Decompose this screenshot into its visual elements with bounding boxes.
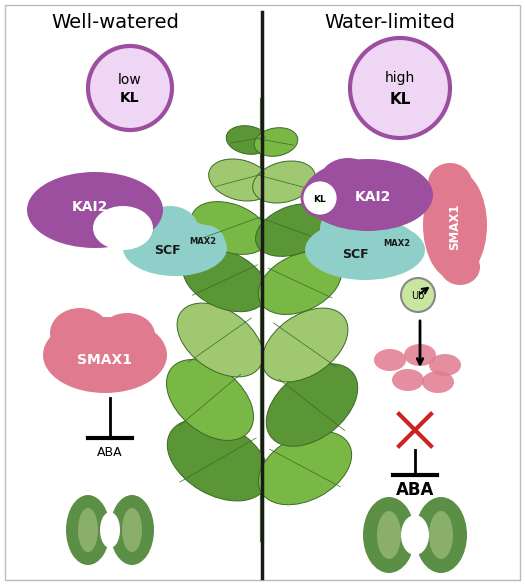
Text: KL: KL [313,194,327,204]
Ellipse shape [423,170,487,280]
Ellipse shape [320,158,376,202]
Text: ABA: ABA [97,446,123,459]
Ellipse shape [122,508,142,552]
Text: high: high [385,71,415,85]
Text: KAI2: KAI2 [355,190,391,204]
Ellipse shape [350,38,450,138]
Text: Ub: Ub [411,291,425,301]
Ellipse shape [253,161,316,203]
Text: KAI2: KAI2 [72,200,108,214]
Ellipse shape [266,364,358,446]
Ellipse shape [371,224,415,260]
Ellipse shape [177,303,263,377]
Ellipse shape [254,128,298,156]
Text: KL: KL [120,91,140,105]
Ellipse shape [404,344,436,366]
Ellipse shape [99,313,155,357]
Ellipse shape [440,249,480,285]
Text: SMAX1: SMAX1 [78,353,132,367]
Ellipse shape [303,159,433,231]
Ellipse shape [422,371,454,393]
Text: MAX2: MAX2 [190,238,216,246]
Text: Well-watered: Well-watered [51,12,179,32]
Ellipse shape [93,206,153,250]
Ellipse shape [377,511,401,559]
Text: Water-limited: Water-limited [324,12,456,32]
Ellipse shape [392,369,424,391]
Text: SMAX1: SMAX1 [448,204,461,250]
Ellipse shape [100,512,120,548]
Ellipse shape [302,180,338,216]
Ellipse shape [185,225,225,261]
Ellipse shape [78,508,98,552]
Ellipse shape [401,278,435,312]
Ellipse shape [43,317,167,393]
Ellipse shape [208,159,271,201]
Ellipse shape [401,515,429,555]
Ellipse shape [320,206,380,250]
Ellipse shape [110,495,154,565]
Ellipse shape [429,511,453,559]
Ellipse shape [226,126,270,154]
Ellipse shape [142,206,198,250]
Ellipse shape [183,248,267,312]
Ellipse shape [374,349,406,371]
Ellipse shape [123,220,227,276]
Ellipse shape [258,431,352,505]
Ellipse shape [305,220,425,280]
Ellipse shape [66,495,110,565]
Text: ABA: ABA [396,481,434,499]
Ellipse shape [429,354,461,376]
Ellipse shape [50,308,110,358]
Text: SCF: SCF [342,247,369,260]
Ellipse shape [166,360,254,441]
Ellipse shape [256,204,332,256]
Text: KL: KL [390,92,411,108]
Ellipse shape [192,202,268,254]
Ellipse shape [27,172,163,248]
Text: low: low [118,73,142,87]
Ellipse shape [428,163,472,203]
Ellipse shape [258,252,342,315]
Ellipse shape [167,419,269,501]
Text: MAX2: MAX2 [383,239,411,247]
Ellipse shape [415,497,467,573]
Ellipse shape [262,308,348,382]
Text: SCF: SCF [154,245,180,257]
Ellipse shape [363,497,415,573]
Ellipse shape [88,46,172,130]
